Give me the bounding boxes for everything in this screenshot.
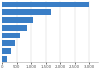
Bar (2, 48, 11, 54)
Bar (2, 2, 89, 7)
Bar (2, 25, 27, 31)
Bar (2, 33, 20, 38)
Bar (2, 9, 52, 15)
Bar (2, 40, 15, 46)
Bar (2, 17, 32, 23)
Bar (2, 56, 7, 61)
